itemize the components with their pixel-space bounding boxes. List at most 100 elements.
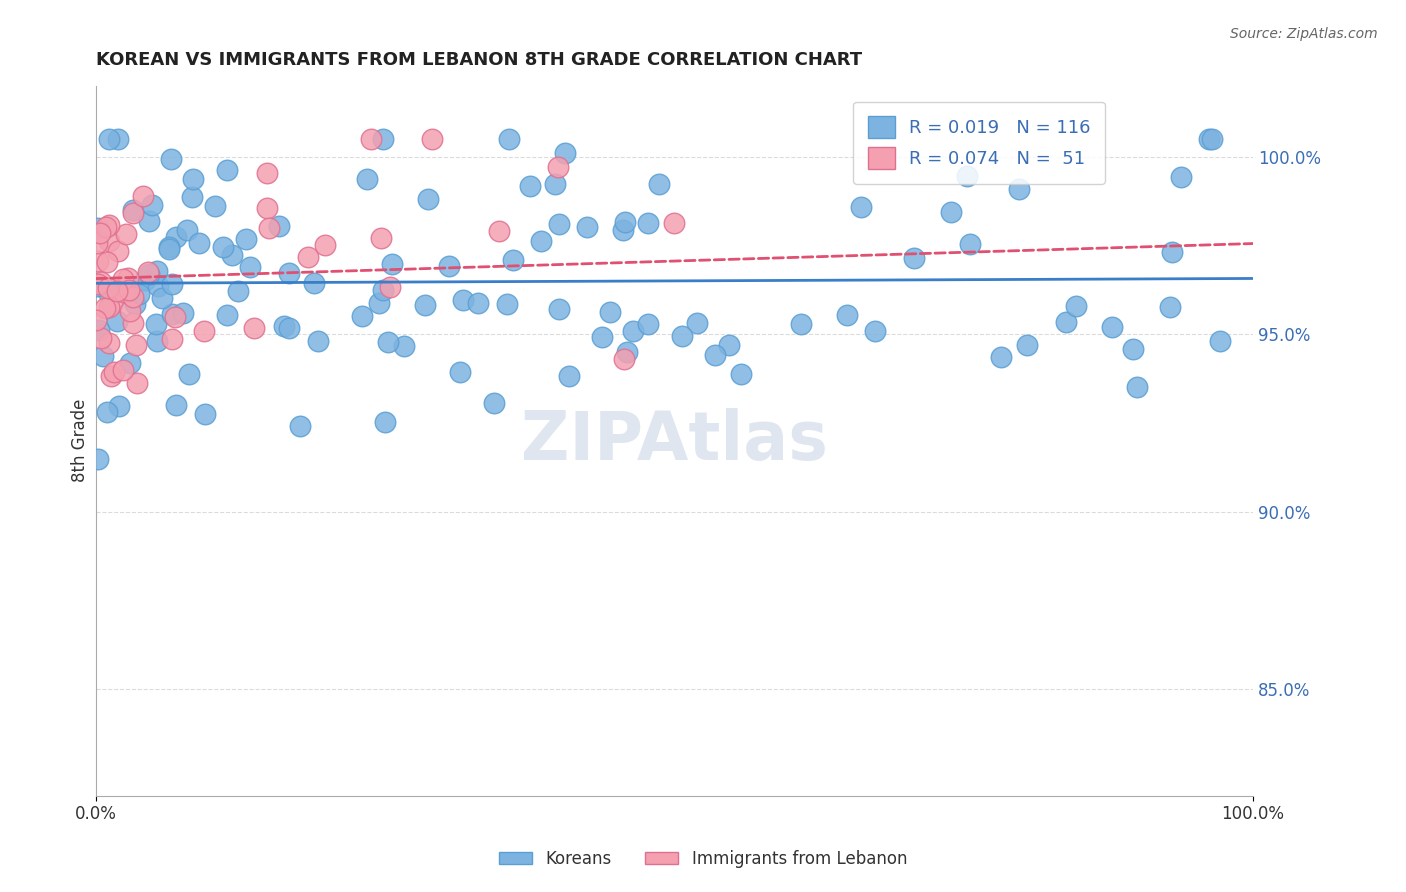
Point xyxy=(547,301,569,316)
Point xyxy=(637,216,659,230)
Point xyxy=(278,266,301,280)
Point xyxy=(211,239,233,253)
Point xyxy=(235,232,257,246)
Point xyxy=(165,230,187,244)
Point xyxy=(835,308,858,322)
Point xyxy=(141,198,163,212)
Point xyxy=(111,363,134,377)
Point xyxy=(97,300,120,314)
Point xyxy=(297,251,319,265)
Point xyxy=(1054,314,1077,328)
Point xyxy=(157,240,180,254)
Point xyxy=(863,325,886,339)
Text: ZIPAtlas: ZIPAtlas xyxy=(522,408,828,474)
Point xyxy=(101,296,124,310)
Point xyxy=(114,227,136,241)
Point xyxy=(956,169,979,184)
Point xyxy=(1101,319,1123,334)
Point xyxy=(637,317,659,331)
Point xyxy=(146,334,169,349)
Point xyxy=(482,396,505,410)
Point xyxy=(378,280,401,294)
Point xyxy=(150,291,173,305)
Point xyxy=(134,273,156,287)
Point xyxy=(97,281,120,295)
Point xyxy=(160,307,183,321)
Point xyxy=(91,349,114,363)
Point xyxy=(1126,380,1149,394)
Point xyxy=(96,255,118,269)
Point xyxy=(160,277,183,291)
Point xyxy=(1161,245,1184,260)
Point xyxy=(117,271,139,285)
Point xyxy=(111,272,134,286)
Legend: R = 0.019   N = 116, R = 0.074   N =  51: R = 0.019 N = 116, R = 0.074 N = 51 xyxy=(853,102,1105,184)
Point xyxy=(98,234,121,248)
Point xyxy=(356,172,378,186)
Point xyxy=(204,199,226,213)
Point xyxy=(98,132,121,146)
Point xyxy=(221,247,243,261)
Point xyxy=(87,452,110,467)
Point xyxy=(288,419,311,434)
Point xyxy=(87,277,110,291)
Point xyxy=(449,365,471,379)
Point xyxy=(257,221,280,235)
Point xyxy=(790,317,813,331)
Point xyxy=(108,399,131,413)
Point xyxy=(226,284,249,298)
Point xyxy=(495,297,517,311)
Point xyxy=(614,214,637,228)
Point xyxy=(849,200,872,214)
Point xyxy=(381,257,404,271)
Point xyxy=(621,324,644,338)
Point xyxy=(145,317,167,331)
Point xyxy=(370,231,392,245)
Point xyxy=(97,285,120,299)
Point xyxy=(87,253,110,268)
Point xyxy=(94,220,117,235)
Point xyxy=(146,264,169,278)
Point xyxy=(243,321,266,335)
Point xyxy=(162,332,184,346)
Point xyxy=(1170,170,1192,185)
Point xyxy=(903,252,925,266)
Point xyxy=(103,365,125,379)
Point xyxy=(416,193,439,207)
Text: Source: ZipAtlas.com: Source: ZipAtlas.com xyxy=(1230,27,1378,41)
Point xyxy=(90,331,112,345)
Point xyxy=(704,348,727,362)
Point xyxy=(273,318,295,333)
Point xyxy=(1008,182,1031,196)
Point xyxy=(86,236,108,251)
Point xyxy=(121,203,143,218)
Point xyxy=(730,367,752,381)
Point xyxy=(90,275,112,289)
Point xyxy=(547,160,569,174)
Point xyxy=(671,329,693,343)
Point xyxy=(304,276,326,290)
Point xyxy=(138,213,160,227)
Text: KOREAN VS IMMIGRANTS FROM LEBANON 8TH GRADE CORRELATION CHART: KOREAN VS IMMIGRANTS FROM LEBANON 8TH GR… xyxy=(96,51,862,69)
Point xyxy=(350,309,373,323)
Point xyxy=(548,217,571,231)
Point xyxy=(519,178,541,193)
Point xyxy=(612,223,634,237)
Point xyxy=(371,284,394,298)
Point xyxy=(530,234,553,248)
Point xyxy=(84,313,107,327)
Point xyxy=(502,252,524,267)
Point xyxy=(1015,338,1038,352)
Point xyxy=(165,398,187,412)
Point xyxy=(89,323,111,337)
Point xyxy=(544,178,567,192)
Point xyxy=(124,297,146,311)
Point xyxy=(159,152,181,166)
Point xyxy=(94,301,117,316)
Point xyxy=(1064,299,1087,313)
Point xyxy=(374,415,396,429)
Point xyxy=(662,216,685,230)
Point xyxy=(165,310,187,325)
Point xyxy=(498,132,520,146)
Point xyxy=(360,132,382,146)
